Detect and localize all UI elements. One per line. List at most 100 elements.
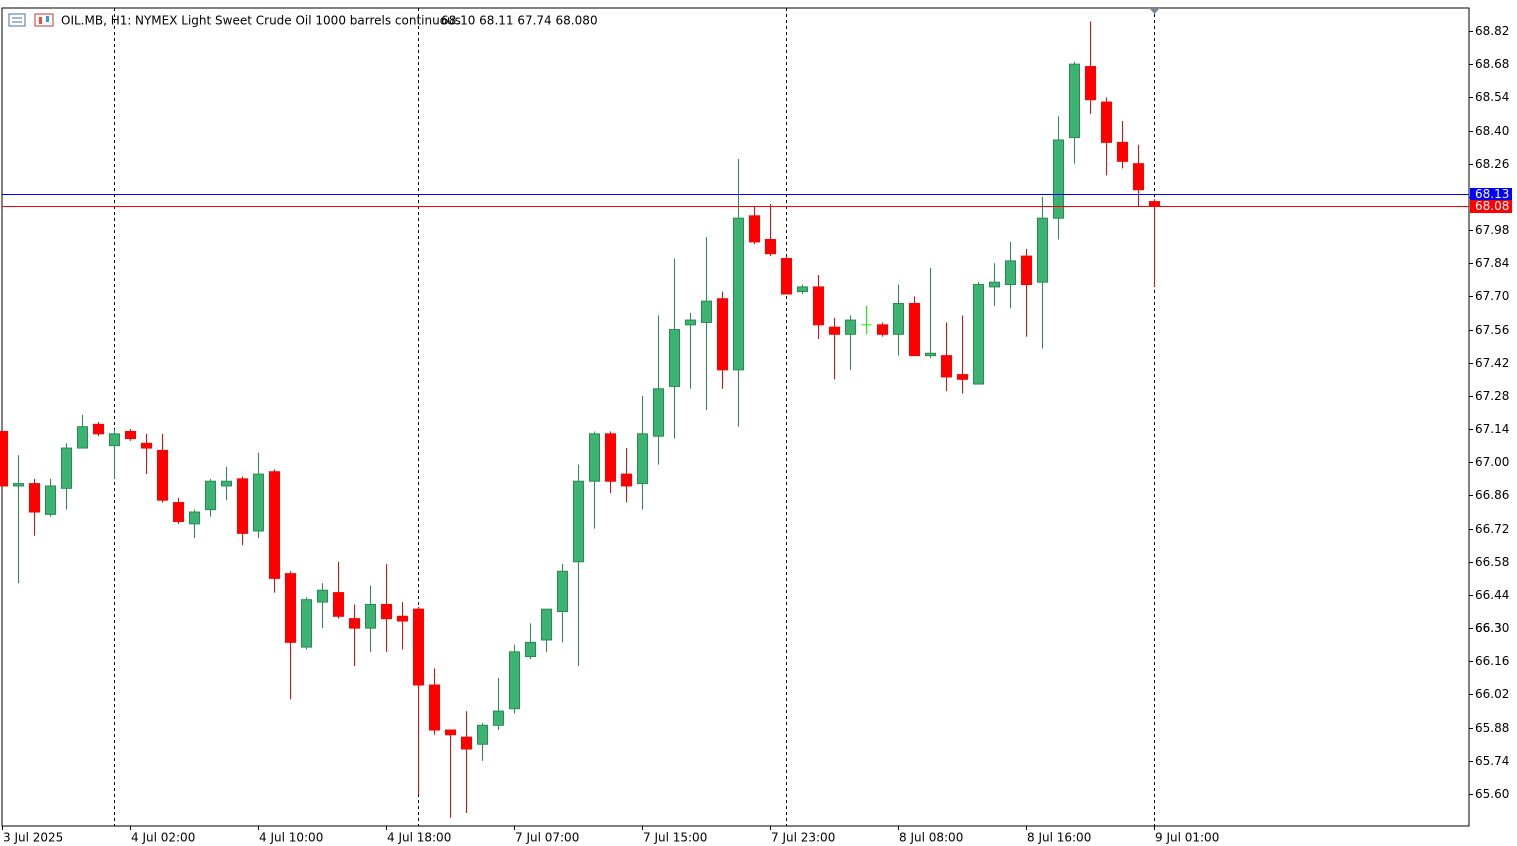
ask-label: 68.13	[1475, 187, 1509, 201]
x-tick-label: 8 Jul 08:00	[899, 831, 963, 845]
period-separators	[114, 8, 1155, 826]
candle-body	[125, 430, 136, 440]
candle-body	[1085, 66, 1096, 101]
candle-body	[509, 651, 520, 710]
candle-body	[941, 355, 952, 378]
candle-body	[1037, 217, 1048, 283]
candle-body	[61, 447, 72, 489]
candle-body	[557, 570, 568, 613]
candle-body	[157, 449, 168, 501]
candle-body	[109, 433, 120, 447]
x-tick-label: 7 Jul 23:00	[771, 831, 835, 845]
candle-body	[621, 473, 632, 487]
candle-body	[381, 603, 392, 620]
icon	[34, 13, 54, 27]
y-tick-label: 67.84	[1475, 256, 1509, 270]
candle-body	[637, 433, 648, 485]
icon-bar	[46, 16, 49, 22]
candle-body	[541, 608, 552, 641]
candle-body	[877, 324, 888, 335]
candle-body	[669, 329, 680, 387]
y-tick-label: 68.40	[1475, 124, 1509, 138]
candle-body	[141, 442, 152, 449]
candle-body	[253, 473, 264, 532]
candle-body	[573, 480, 584, 563]
candle-body	[493, 710, 504, 726]
y-tick-label: 66.86	[1475, 488, 1509, 502]
candle-body	[1053, 139, 1064, 219]
candle-body	[1021, 255, 1032, 286]
candle-body	[221, 480, 232, 487]
x-tick-label: 7 Jul 15:00	[643, 831, 707, 845]
description: NYMEX Light Sweet Crude Oil 1000 barrels…	[135, 14, 461, 28]
candle-body	[397, 615, 408, 622]
candle-body	[333, 592, 344, 617]
candle-body	[813, 286, 824, 326]
bid-label-box	[1470, 200, 1512, 213]
candle-body	[765, 239, 776, 255]
symbol: OIL.MB, H1:	[61, 14, 131, 28]
candle-body	[685, 319, 696, 326]
y-tick-label: 66.72	[1475, 522, 1509, 536]
y-tick-label: 65.60	[1475, 787, 1509, 801]
y-tick-label: 66.3	[1475, 621, 1502, 635]
y-tick-label: 68.54	[1475, 90, 1509, 104]
candle-body	[445, 729, 456, 736]
candle-body	[733, 217, 744, 371]
y-tick-label: 66.44	[1475, 588, 1509, 602]
candle-body	[461, 736, 472, 750]
y-tick-label: 66.30	[1475, 621, 1509, 635]
candle-body	[925, 352, 936, 357]
candle-body	[285, 573, 296, 643]
candle-body	[0, 430, 8, 487]
candle-body	[717, 298, 728, 371]
candle-body	[1133, 163, 1144, 191]
shift-marker	[1149, 8, 1160, 14]
ohlc: 68.10 68.11 67.74 68.08	[441, 14, 590, 28]
candle-body	[701, 300, 712, 323]
candle-body	[845, 319, 856, 335]
header-icons	[8, 13, 54, 27]
plot-frame	[1, 7, 1470, 827]
x-tick-label: 4 Jul 10:00	[259, 831, 323, 845]
candle-body	[829, 326, 840, 335]
y-tick-label: 67.00	[1475, 455, 1509, 469]
x-tick-label: 9 Jul 01:00	[1155, 831, 1219, 845]
y-tick-label: 67.42	[1475, 356, 1509, 370]
candle-body	[205, 480, 216, 511]
candle-body	[173, 502, 184, 523]
candle-body	[45, 485, 56, 515]
x-tick-label: 7 Jul 07:00	[515, 831, 579, 845]
candle-body	[301, 599, 312, 648]
y-tick-label: 66.58	[1475, 555, 1509, 569]
candle-body	[1069, 63, 1080, 139]
candle-body	[893, 302, 904, 335]
candle-body	[749, 215, 760, 243]
volume: 0	[590, 14, 598, 28]
candle-body	[365, 603, 376, 629]
candle-body	[29, 483, 40, 513]
candle-body	[1149, 201, 1160, 207]
candle-body	[317, 589, 328, 603]
y-tick-label: 67.56	[1475, 323, 1509, 337]
x-tick-label: 4 Jul 18:00	[387, 831, 451, 845]
y-tick-label: 66.16	[1475, 654, 1509, 668]
y-tick-label: 68.68	[1475, 57, 1509, 71]
candle-body	[1101, 101, 1112, 143]
bid-label: 68.08	[1475, 199, 1509, 213]
candle-body	[429, 684, 440, 731]
candle-body	[93, 423, 104, 435]
x-tick-label: 3 Jul 2025	[3, 831, 63, 845]
y-tick-label: 67.98	[1475, 223, 1509, 237]
candle-body	[237, 478, 248, 534]
candle-body	[989, 281, 1000, 288]
x-tick-label: 4 Jul 02:00	[131, 831, 195, 845]
candle-body	[605, 433, 616, 482]
candle-body	[797, 286, 808, 293]
candle-body	[349, 618, 360, 629]
y-tick-label: 68.26	[1475, 157, 1509, 171]
candle-body	[653, 388, 664, 437]
candle-body	[1005, 260, 1016, 286]
candle-body	[269, 471, 280, 579]
